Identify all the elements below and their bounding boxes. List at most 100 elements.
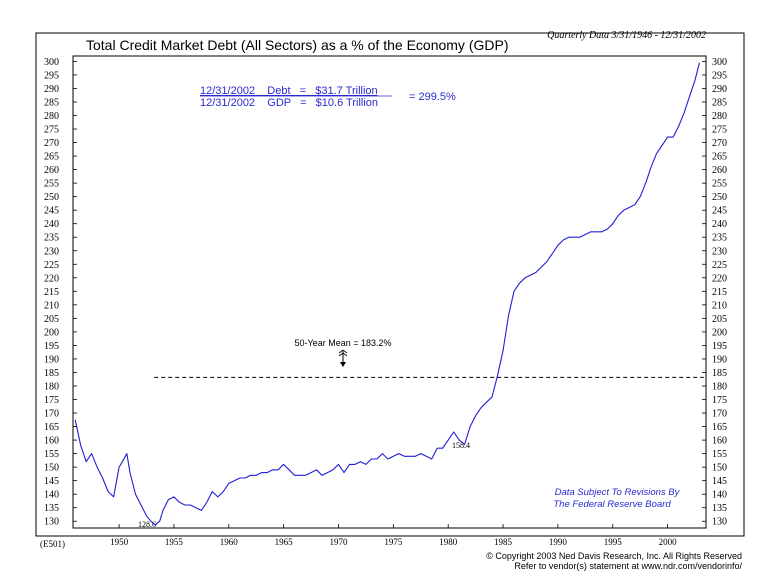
y-tick-label-left: 200 <box>44 327 59 338</box>
y-tick-label-left: 210 <box>44 300 59 311</box>
y-tick-label-right: 150 <box>712 463 727 474</box>
y-tick-label-right: 280 <box>712 111 727 122</box>
y-tick-label-left: 240 <box>44 219 59 230</box>
y-tick-label-left: 130 <box>44 517 59 528</box>
y-tick-label-left: 265 <box>44 152 59 163</box>
y-tick-label-left: 170 <box>44 409 59 420</box>
data-period-note: Quarterly Data 3/31/1946 - 12/31/2002 <box>547 30 706 41</box>
copyright-text: © Copyright 2003 Ned Davis Research, Inc… <box>486 551 742 561</box>
y-tick-label-right: 180 <box>712 381 727 392</box>
y-tick-label-left: 280 <box>44 111 59 122</box>
y-tick-label-left: 220 <box>44 273 59 284</box>
y-tick-label-right: 220 <box>712 273 727 284</box>
chart-title: Total Credit Market Debt (All Sectors) a… <box>86 37 508 53</box>
y-axis-left: 130 135 140 145 150 155 160 165 170 175 180 185 190 1… <box>44 57 77 528</box>
y-tick-label-right: 145 <box>712 476 727 487</box>
y-tick-label-right: 270 <box>712 138 727 149</box>
y-tick-label-right: 285 <box>712 97 727 108</box>
revisions-note-line1: Data Subject To Revisions By <box>555 487 681 498</box>
y-tick-label-left: 175 <box>44 395 59 406</box>
y-tick-label-left: 150 <box>44 463 59 474</box>
x-tick-label: 1960 <box>220 537 239 547</box>
y-tick-label-left: 225 <box>44 260 59 271</box>
y-tick-label-right: 155 <box>712 449 727 460</box>
y-tick-label-left: 140 <box>44 490 59 501</box>
low-label-1982: 158.4 <box>452 441 470 450</box>
low-label-1953: 128.6 <box>138 520 156 529</box>
y-tick-label-left: 255 <box>44 179 59 190</box>
y-tick-label-right: 130 <box>712 517 727 528</box>
mean-label: 50-Year Mean = 183.2% <box>295 338 392 348</box>
vendor-statement: Refer to vendor(s) statement at www.ndr.… <box>514 561 742 571</box>
y-tick-label-right: 275 <box>712 125 727 136</box>
y-tick-label-left: 160 <box>44 436 59 447</box>
y-tick-label-left: 270 <box>44 138 59 149</box>
ratio-annotation: = 299.5% <box>409 91 456 103</box>
y-tick-label-right: 190 <box>712 354 727 365</box>
chart-id: (E501) <box>40 539 65 549</box>
x-tick-label: 1990 <box>549 537 568 547</box>
y-tick-label-right: 230 <box>712 246 727 257</box>
x-tick-label: 1975 <box>384 537 403 547</box>
x-tick-label: 1970 <box>329 537 348 547</box>
y-tick-label-left: 295 <box>44 70 59 81</box>
y-tick-label-left: 135 <box>44 503 59 514</box>
x-tick-label: 2000 <box>659 537 678 547</box>
y-tick-label-right: 195 <box>712 341 727 352</box>
y-tick-label-right: 265 <box>712 152 727 163</box>
y-tick-label-left: 260 <box>44 165 59 176</box>
y-tick-label-right: 240 <box>712 219 727 230</box>
gdp-annotation: 12/31/2002 GDP = $10.6 Trillion <box>200 97 378 109</box>
y-tick-label-right: 245 <box>712 206 727 217</box>
mean-arrow-icon <box>338 349 348 367</box>
y-tick-label-right: 235 <box>712 233 727 244</box>
y-tick-label-right: 165 <box>712 422 727 433</box>
x-tick-label: 1955 <box>165 537 184 547</box>
y-tick-label-right: 215 <box>712 287 727 298</box>
y-tick-label-right: 175 <box>712 395 727 406</box>
x-axis: 1950 1955 1960 1965 1970 1975 1980 1985 1990 1995… <box>110 524 677 547</box>
y-tick-label-left: 245 <box>44 206 59 217</box>
y-tick-label-right: 160 <box>712 436 727 447</box>
y-tick-label-left: 165 <box>44 422 59 433</box>
y-tick-label-right: 170 <box>712 409 727 420</box>
x-tick-label: 1985 <box>494 537 513 547</box>
y-tick-label-left: 190 <box>44 354 59 365</box>
y-tick-label-left: 230 <box>44 246 59 257</box>
y-tick-label-right: 250 <box>712 192 727 203</box>
y-tick-label-left: 195 <box>44 341 59 352</box>
outer-frame <box>35 32 745 537</box>
y-tick-label-right: 260 <box>712 165 727 176</box>
x-tick-label: 1950 <box>110 537 129 547</box>
series-line <box>74 62 700 526</box>
y-tick-label-right: 290 <box>712 84 727 95</box>
y-tick-label-left: 300 <box>44 57 59 68</box>
y-tick-label-right: 205 <box>712 314 727 325</box>
series-layer <box>74 62 700 526</box>
y-tick-label-left: 250 <box>44 192 59 203</box>
debt-annotation: 12/31/2002 Debt = $31.7 Trillion <box>200 85 378 97</box>
x-tick-label: 1995 <box>604 537 623 547</box>
y-tick-label-right: 135 <box>712 503 727 514</box>
revisions-note-line2: The Federal Reserve Board <box>553 499 671 510</box>
y-tick-label-left: 215 <box>44 287 59 298</box>
plot-frame <box>72 55 707 529</box>
y-tick-label-right: 255 <box>712 179 727 190</box>
y-tick-label-left: 145 <box>44 476 59 487</box>
y-tick-label-right: 140 <box>712 490 727 501</box>
y-tick-label-right: 300 <box>712 57 727 68</box>
y-tick-label-right: 210 <box>712 300 727 311</box>
y-tick-label-right: 200 <box>712 327 727 338</box>
y-tick-label-left: 180 <box>44 381 59 392</box>
y-axis-right: 130 135 140 145 150 155 160 165 170 175 180 185 190 1… <box>702 57 727 528</box>
y-tick-label-right: 185 <box>712 368 727 379</box>
y-tick-label-left: 235 <box>44 233 59 244</box>
y-tick-label-left: 285 <box>44 97 59 108</box>
y-tick-label-left: 205 <box>44 314 59 325</box>
y-tick-label-left: 275 <box>44 125 59 136</box>
y-tick-label-left: 155 <box>44 449 59 460</box>
x-tick-label: 1965 <box>275 537 294 547</box>
x-tick-label: 1980 <box>439 537 458 547</box>
y-tick-label-left: 185 <box>44 368 59 379</box>
